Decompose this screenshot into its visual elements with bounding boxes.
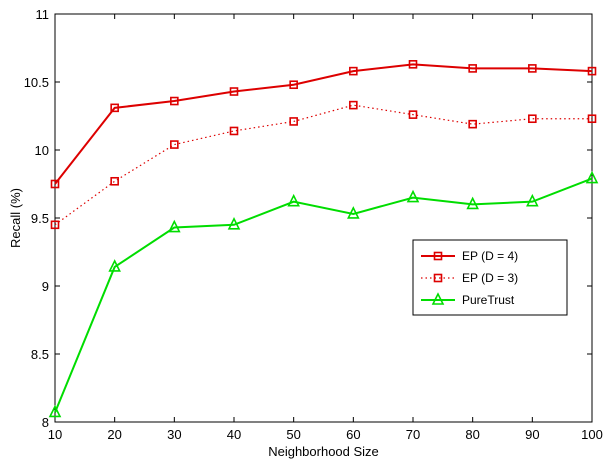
series-2-line — [54, 104, 592, 226]
y-tick-label: 10.5 — [24, 75, 49, 90]
series-1-point — [229, 87, 239, 96]
x-tick-label: 50 — [286, 427, 300, 442]
x-tick-label: 70 — [406, 427, 420, 442]
series-2-point — [587, 114, 597, 124]
plot-frame — [54, 13, 593, 423]
series-2 — [50, 100, 597, 230]
legend: EP (D = 4) EP (D = 3) PureTrust — [412, 239, 568, 316]
y-tick-label: 9 — [42, 279, 49, 294]
y-axis-title: Recall (%) — [8, 188, 23, 248]
series-3-point — [466, 196, 479, 210]
series-2-point — [229, 126, 239, 136]
series-1-point — [408, 60, 418, 69]
y-tick-label: 11 — [36, 7, 50, 22]
series-3-point — [108, 259, 121, 272]
series-2-point — [110, 176, 119, 186]
legend-entry-2: EP (D = 3) — [421, 271, 518, 285]
legend-label: EP (D = 4) — [462, 249, 518, 263]
legend-label: PureTrust — [462, 293, 515, 307]
series-3-point — [48, 404, 62, 418]
series-3-point — [526, 193, 539, 207]
series-2-point — [50, 220, 60, 230]
series-layer — [48, 60, 599, 418]
series-1-point — [349, 66, 358, 76]
series-2-point — [528, 114, 537, 124]
series-1-point — [170, 96, 179, 106]
series-2-point — [408, 110, 418, 119]
y-tick-label: 8 — [42, 415, 49, 430]
series-3-point — [585, 170, 599, 184]
series-1-point — [468, 64, 477, 73]
x-tick-label: 10 — [48, 427, 62, 442]
series-3-line — [54, 177, 593, 413]
series-2-point — [468, 119, 477, 129]
series-1-point — [110, 103, 119, 113]
series-1-point — [50, 179, 60, 189]
x-tick-label: 40 — [227, 427, 241, 442]
x-tick-label: 90 — [525, 427, 539, 442]
axis-ticks: 10 20 30 40 50 60 70 80 90 100 8 8.5 9 9.5 10 10.5 11 — [24, 7, 603, 442]
series-1-point — [587, 66, 597, 76]
legend-marker — [431, 292, 445, 305]
series-3 — [48, 170, 599, 418]
legend-entry-1: EP (D = 4) — [421, 249, 518, 263]
series-3-point — [347, 206, 360, 219]
x-tick-label: 80 — [465, 427, 479, 442]
series-2-point — [349, 100, 358, 110]
legend-entry-3: PureTrust — [421, 292, 515, 307]
y-tick-label: 8.5 — [31, 347, 49, 362]
plot-box — [54, 13, 593, 423]
series-1-point — [289, 80, 298, 90]
x-tick-label: 100 — [581, 427, 603, 442]
legend-marker — [433, 251, 443, 261]
legend-marker — [433, 273, 443, 283]
x-tick-label: 20 — [107, 427, 121, 442]
series-3-point — [227, 217, 241, 230]
y-tick-label: 9.5 — [31, 211, 49, 226]
series-3-point — [287, 193, 300, 207]
x-tick-label: 30 — [167, 427, 181, 442]
series-2-point — [170, 140, 179, 149]
series-3-point — [168, 219, 181, 233]
legend-label: EP (D = 3) — [462, 271, 518, 285]
y-tick-label: 10 — [35, 143, 49, 158]
series-2-point — [289, 117, 298, 126]
x-axis-title: Neighborhood Size — [268, 444, 379, 459]
series-1-point — [528, 64, 537, 73]
series-3-point — [406, 189, 420, 203]
series-1-line — [54, 63, 593, 185]
series-1 — [50, 60, 597, 189]
x-tick-label: 60 — [346, 427, 360, 442]
